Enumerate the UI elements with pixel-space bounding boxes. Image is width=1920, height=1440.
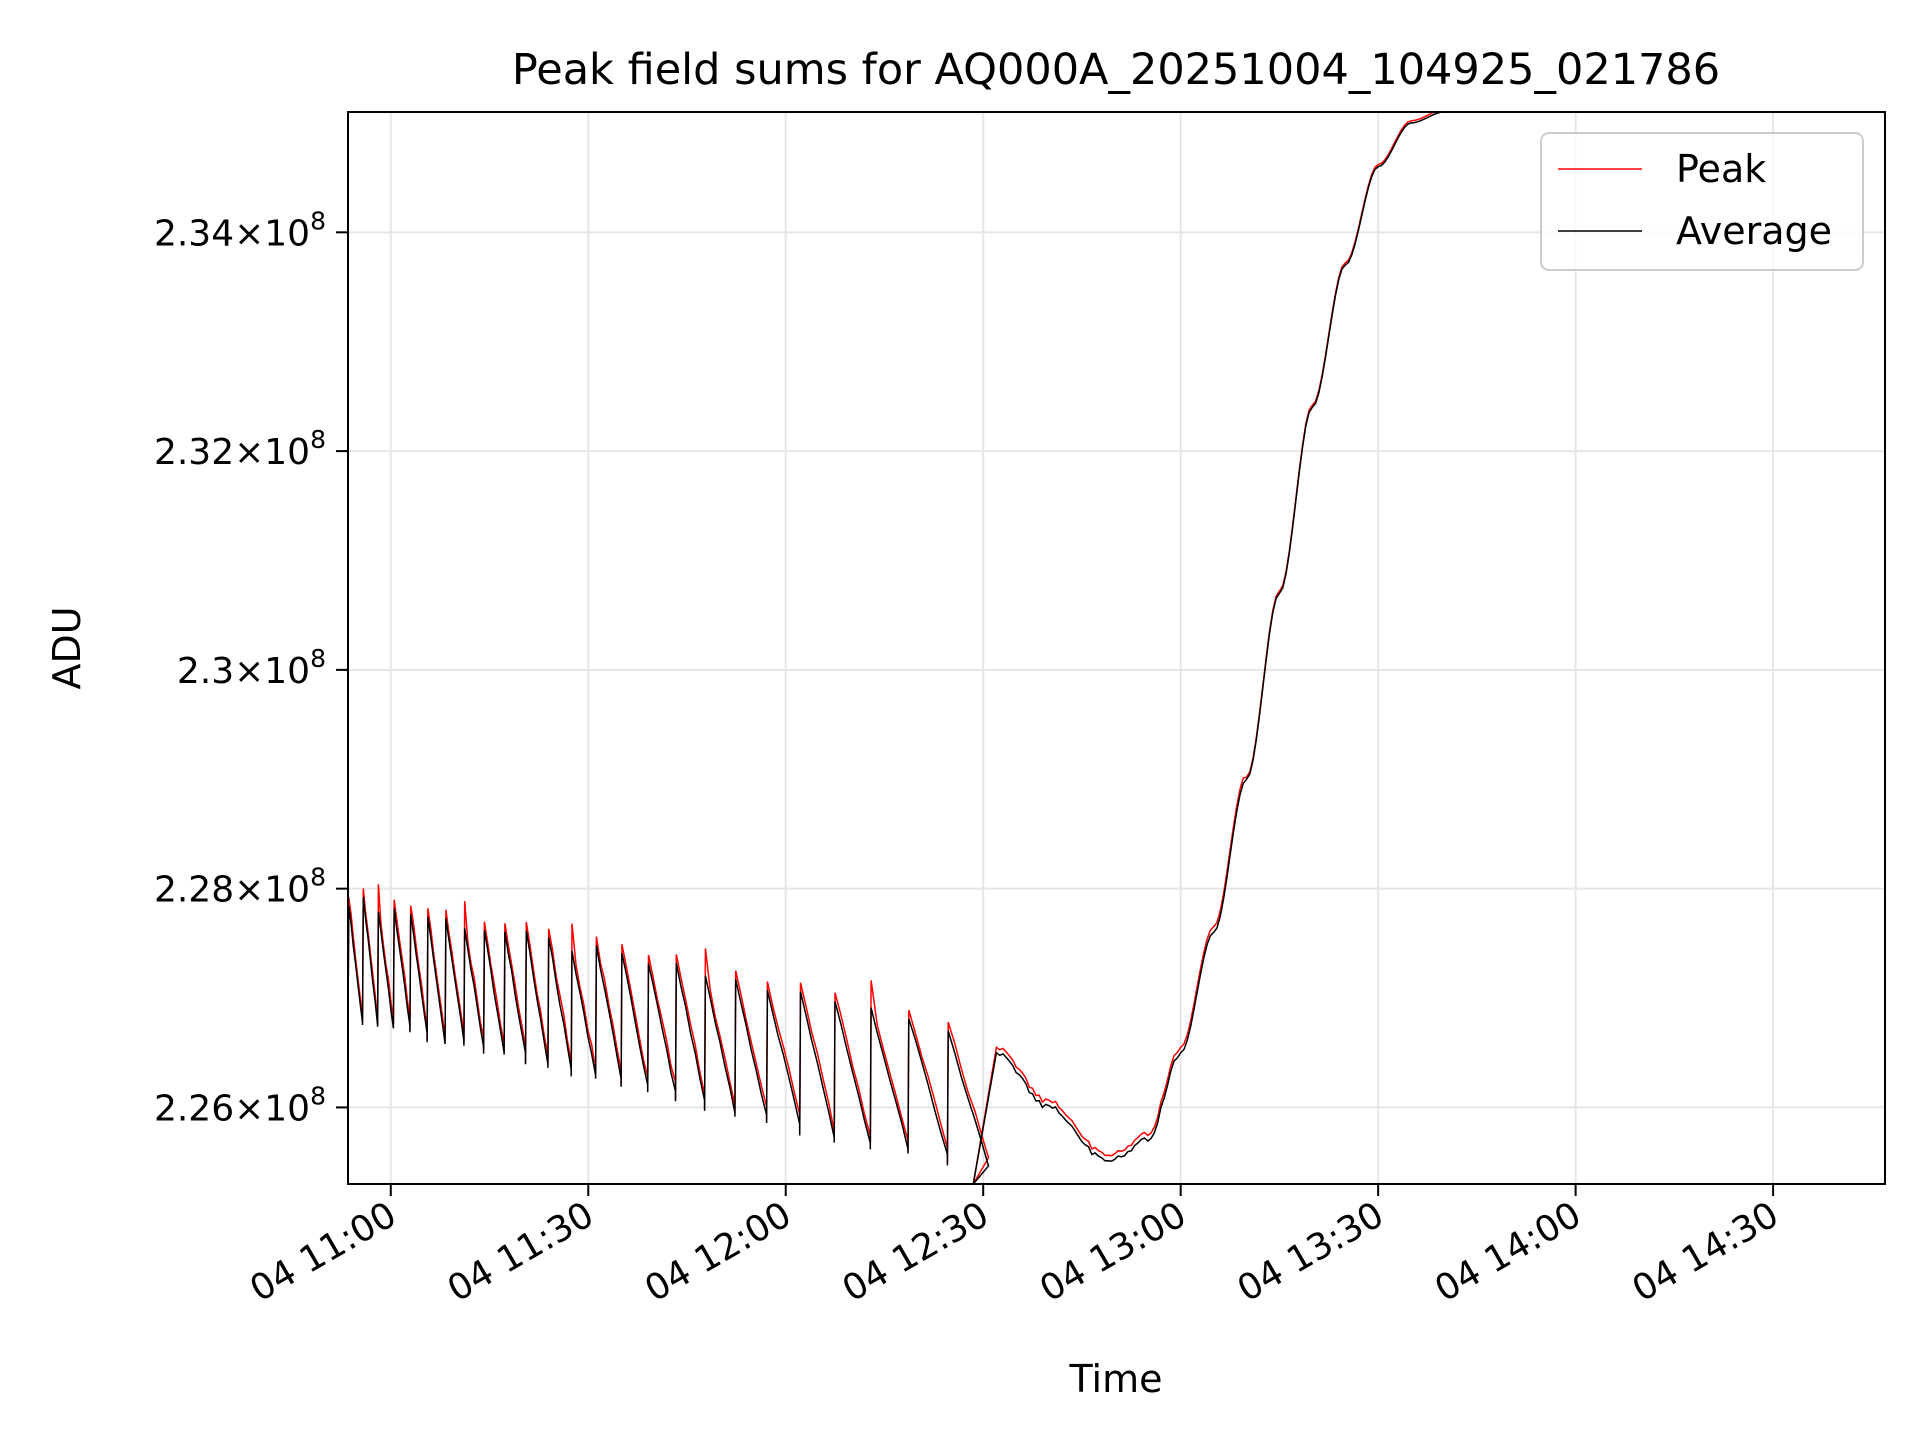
y-tick-label: 2.28×108 [154, 863, 326, 911]
y-tick-exponent: 8 [310, 1081, 326, 1110]
x-axis-label: Time [1069, 1357, 1163, 1401]
y-tick-mantissa: 2.32 [154, 432, 234, 473]
legend-label-average: Average [1676, 209, 1832, 253]
y-tick-label: 2.26×108 [154, 1081, 326, 1129]
series-lines [348, 112, 1523, 1184]
y-tick-label: 2.32×108 [154, 425, 326, 473]
y-tick-mantissa: 2.34 [154, 213, 234, 254]
chart-title: Peak field sums for AQ000A_20251004_1049… [512, 45, 1720, 95]
y-tick-times: ×10 [234, 870, 310, 911]
y-tick-times: ×10 [234, 213, 310, 254]
grid-lines [348, 112, 1885, 1184]
y-tick-label: 2.34×108 [154, 206, 326, 254]
y-tick-mantissa: 2.28 [154, 870, 234, 911]
y-tick-exponent: 8 [310, 425, 326, 454]
y-tick-exponent: 8 [310, 206, 326, 235]
legend-label-peak: Peak [1676, 147, 1766, 191]
legend: Peak Average [1540, 132, 1864, 271]
y-tick-exponent: 8 [310, 644, 326, 673]
y-tick-mantissa: 2.26 [154, 1088, 234, 1129]
y-tick-mantissa: 2.3 [177, 651, 234, 692]
y-axis-label: ADU [45, 606, 89, 689]
y-tick-label: 2.3×108 [177, 644, 326, 692]
y-tick-times: ×10 [234, 651, 310, 692]
y-tick-times: ×10 [234, 1088, 310, 1129]
legend-box [1540, 132, 1864, 271]
y-tick-exponent: 8 [310, 863, 326, 892]
plot-frame [347, 111, 1886, 1185]
series-line-average [348, 112, 1523, 1184]
y-tick-times: ×10 [234, 432, 310, 473]
